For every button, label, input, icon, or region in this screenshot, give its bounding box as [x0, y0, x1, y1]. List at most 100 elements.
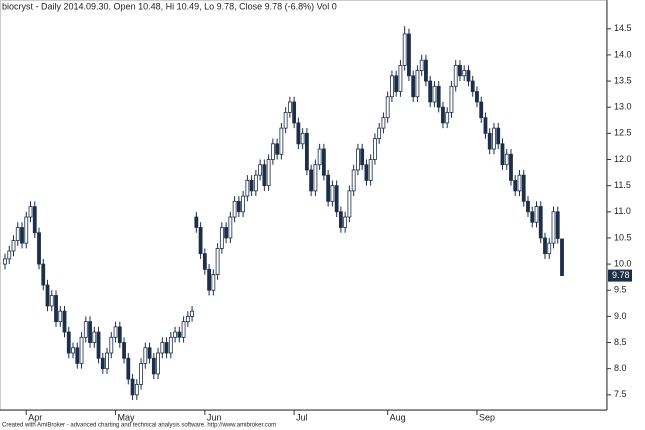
- candle-body: [394, 75, 399, 92]
- candle-body: [560, 238, 564, 276]
- candle-body: [390, 75, 394, 98]
- candle-body: [147, 347, 152, 359]
- candle-body: [215, 248, 220, 275]
- candle-body: [449, 85, 454, 113]
- candle-body: [92, 331, 97, 343]
- candle-body: [83, 321, 88, 338]
- candle-body: [487, 132, 492, 150]
- candle-body: [3, 258, 7, 265]
- candle-body: [381, 117, 386, 129]
- y-tick-label: 7.5: [614, 389, 627, 399]
- candle-body: [202, 253, 207, 270]
- candle-body: [373, 138, 377, 160]
- y-tick-label: 10.0: [614, 258, 632, 268]
- candle-body: [109, 336, 114, 354]
- candle-body: [211, 274, 216, 291]
- candle-body: [143, 347, 148, 364]
- candle-body: [475, 91, 479, 103]
- candle-body: [20, 227, 24, 244]
- y-tick-label: 9.5: [614, 285, 627, 295]
- candle-body: [54, 295, 58, 323]
- y-tick-label: 13.0: [614, 102, 632, 112]
- candle-body: [134, 383, 139, 396]
- chart-title: biocryst - Daily 2014.09.30. Open 10.48,…: [2, 1, 337, 11]
- candle-body: [509, 153, 513, 181]
- candle-body: [411, 75, 416, 98]
- candle-body: [249, 180, 254, 192]
- candle-body: [105, 352, 109, 370]
- candle-body: [347, 190, 352, 218]
- candle-body: [292, 101, 297, 124]
- candle-body: [219, 227, 224, 249]
- candle-body: [96, 331, 101, 359]
- candle-body: [151, 357, 156, 375]
- candle-body: [385, 96, 390, 119]
- candle-body: [228, 216, 233, 239]
- candle-body: [168, 336, 173, 354]
- candle-body: [207, 268, 211, 291]
- candle-body: [317, 148, 322, 166]
- candle-body: [364, 164, 369, 181]
- candle-body: [75, 347, 80, 364]
- footer: Created with AmiBroker - advanced charti…: [2, 423, 276, 429]
- candle-body: [41, 263, 46, 286]
- candle-body: [466, 70, 471, 82]
- candle-body: [300, 132, 305, 145]
- candle-body: [313, 164, 318, 192]
- candle-body: [309, 169, 314, 192]
- candle-body: [368, 159, 373, 181]
- y-tick-label: 10.5: [614, 232, 632, 242]
- candle-body: [436, 85, 441, 108]
- plot-area: [0, 0, 607, 411]
- candle-body: [458, 64, 462, 77]
- candle-body: [224, 227, 228, 239]
- candle-body: [88, 321, 92, 343]
- candle-body: [253, 174, 258, 192]
- candle-body: [279, 127, 284, 155]
- candle-body: [66, 331, 71, 354]
- y-tick-label: 11.0: [614, 206, 631, 216]
- x-tick-label: Apr: [28, 412, 42, 422]
- candle-body: [100, 357, 105, 370]
- candle-body: [483, 117, 488, 134]
- candle-body: [517, 174, 522, 192]
- candle-body: [321, 148, 326, 176]
- candle-body: [351, 169, 356, 192]
- candle-body: [258, 164, 263, 176]
- candle-body: [177, 331, 182, 338]
- candle-body: [428, 80, 433, 103]
- candle-body: [555, 211, 560, 239]
- candle-body: [71, 347, 75, 354]
- x-tick-label: Sep: [479, 412, 495, 422]
- candle-body: [441, 106, 445, 124]
- candle-body: [7, 250, 12, 260]
- candle-body: [32, 206, 37, 234]
- candle-body: [160, 342, 165, 354]
- candle-body: [117, 326, 122, 343]
- candle-body: [504, 153, 509, 166]
- candle-body: [45, 284, 50, 307]
- candle-body: [534, 206, 539, 223]
- y-tick-label: 12.0: [614, 154, 632, 164]
- candle-body: [262, 164, 267, 187]
- candle-body: [139, 363, 143, 385]
- candle-body: [15, 227, 20, 241]
- candle-body: [245, 180, 250, 197]
- last-price-box: [608, 269, 632, 282]
- candle-body: [538, 206, 543, 239]
- candle-body: [432, 85, 437, 103]
- candle-body: [402, 33, 407, 66]
- candle-body: [266, 159, 271, 187]
- candle-body: [126, 357, 131, 380]
- x-tick-label: Aug: [390, 412, 406, 422]
- candle-body: [24, 216, 29, 244]
- candle-body: [521, 174, 526, 202]
- candle-body: [156, 352, 160, 375]
- candle-body: [164, 342, 169, 354]
- candle-body: [330, 185, 335, 202]
- last-price-label: 9.78: [612, 270, 630, 280]
- x-tick-label: Jun: [207, 412, 222, 422]
- candle-body: [275, 143, 280, 155]
- candle-body: [377, 127, 382, 139]
- candle-body: [287, 101, 292, 113]
